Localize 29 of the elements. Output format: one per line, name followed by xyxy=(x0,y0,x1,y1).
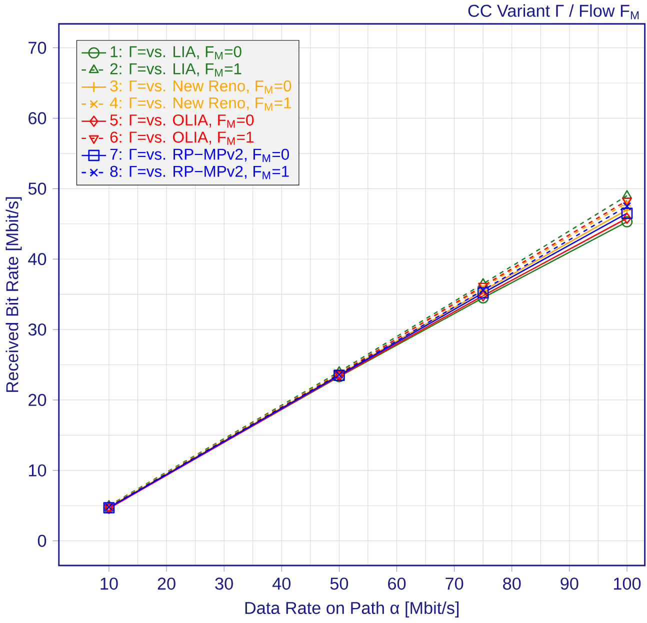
x-tick-label: 10 xyxy=(100,578,118,590)
x-tick-label: 90 xyxy=(560,578,578,590)
legend-label: 6: Γ=vs. OLIA, F$_{M}$=1 xyxy=(110,131,254,145)
legend-label: 1: Γ=vs. LIA, F$_{M}$=0 xyxy=(110,46,242,60)
x-tick-label: 100 xyxy=(614,578,641,590)
legend-label: 2: Γ=vs. LIA, F$_{M}$=1 xyxy=(110,63,242,76)
y-tick-label: 60 xyxy=(28,112,46,124)
x-axis-title: Data Rate on Path α [Mbit/s] xyxy=(245,601,459,618)
legend-label: 5: Γ=vs. OLIA, F$_{M}$=0 xyxy=(110,114,254,128)
x-tick-label: 30 xyxy=(215,578,233,590)
y-tick-label: 40 xyxy=(28,252,46,266)
y-tick-label: 30 xyxy=(28,323,46,336)
x-tick-label: 60 xyxy=(388,578,406,590)
y-tick-label: 20 xyxy=(28,394,46,406)
y-tick-label: 50 xyxy=(28,182,46,195)
x-tick-label: 70 xyxy=(446,578,464,590)
y-tick-label: 0 xyxy=(38,534,46,547)
y-axis-title: Received Bit Rate [Mbit/s] xyxy=(6,197,22,392)
x-tick-label: 40 xyxy=(272,578,291,590)
x-tick-label: 20 xyxy=(158,578,176,590)
x-tick-label: 50 xyxy=(330,578,348,590)
y-tick-label: 70 xyxy=(28,42,46,54)
legend-label: 4: Γ=vs. New Reno, F$_{M}$=1 xyxy=(110,97,292,111)
y-tick-label: 10 xyxy=(29,464,46,476)
legend-label: 8: Γ=vs. RP−MPv2, F$_{M}$=1 xyxy=(110,166,289,180)
legend-title: CC Variant Γ / Flow F$_{M}$ xyxy=(468,4,639,20)
legend-label: 7: Γ=vs. RP−MPv2, F$_{M}$=0 xyxy=(110,148,289,162)
x-tick-label: 80 xyxy=(503,578,521,590)
legend-label: 3: Γ=vs. New Reno, F$_{M}$=0 xyxy=(110,80,292,94)
